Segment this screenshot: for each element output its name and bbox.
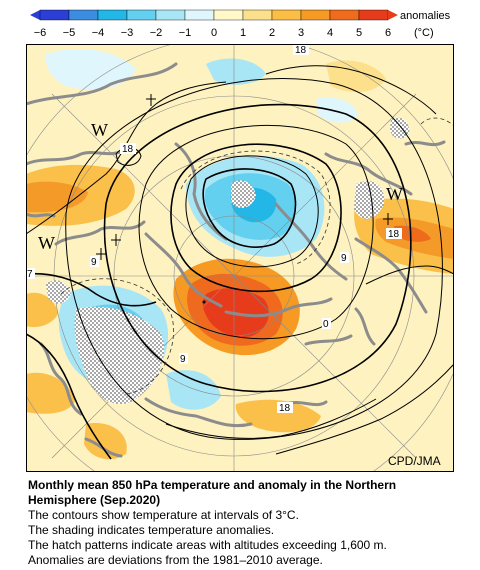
contour-label: 18 [295,45,307,56]
warm-center-label: W [386,184,403,204]
colorbar-tick-label: 1 [240,27,246,39]
polar-map: W W W 18 18 9 9 0 9 18 18 7 CPD/JMA [26,44,454,472]
colorbar-tick-label: 5 [356,27,362,39]
colorbar-high-arrow [388,10,398,20]
high-altitude-hatching [46,117,410,404]
colorbar-tick-label: −3 [121,27,134,39]
contour-labels: 18 18 9 9 0 9 18 18 7 [26,44,402,414]
temperature-center-dot [202,300,206,304]
caption-line-anomalies: Anomalies are deviations from the 1981–2… [28,553,323,567]
colorbar-swatch [97,9,128,21]
colorbar-swatch [300,9,331,21]
colorbar-swatch [155,9,186,21]
colorbar-swatch [271,9,302,21]
colorbar-low-arrow [30,10,40,20]
colorbar-tick-label: −4 [92,27,105,39]
colorbar-swatch [39,9,70,21]
colorbar-swatch [126,9,157,21]
contour-label: 9 [341,253,347,264]
map-frame [26,44,454,472]
warm-center-label: W [91,120,108,140]
caption-line-contours: The contours show temperature at interva… [28,508,299,522]
anomaly-colorbar: −6 −5 −4 −3 −2 −1 0 1 2 3 4 5 6 anomalies (°C) [30,9,451,39]
contour-label: 18 [122,144,134,155]
colorbar-tick-label: −5 [63,27,76,39]
zero-anomaly-lines [60,117,454,395]
colorbar-swatch [242,9,273,21]
colorbar-unit: (°C) [414,27,434,39]
coastlines [26,62,446,458]
colorbar-swatch [213,9,244,21]
contour-label: 0 [323,319,329,330]
colorbar-title: anomalies [400,10,451,22]
contour-label: 9 [91,257,97,268]
colorbar-tick-label: 3 [298,27,304,39]
contour-label: 9 [180,354,186,365]
caption-title-line1: Monthly mean 850 hPa temperature and ano… [28,478,397,492]
figure-caption: Monthly mean 850 hPa temperature and ano… [28,478,468,568]
colorbar-tick-label: 6 [385,27,391,39]
caption-title-line2: Hemisphere (Sep.2020) [28,493,161,507]
colorbar-tick-label: −1 [179,27,192,39]
colorbar-swatch [358,9,389,21]
warm-anomaly-areas [26,60,454,460]
colorbar-tick-label: 0 [211,27,217,39]
warm-center-label: W [38,233,55,253]
colorbar-swatch [329,9,360,21]
caption-line-shading: The shading indicates temperature anomal… [28,523,275,537]
map-credit: CPD/JMA [388,454,441,468]
colorbar-tick-label: −2 [150,27,163,39]
contour-label: 18 [279,403,291,414]
caption-line-hatch: The hatch patterns indicate areas with a… [28,538,387,552]
colorbar-tick-label: −6 [34,27,47,39]
graticule [26,44,454,472]
contour-label: 7 [27,269,33,280]
colorbar-swatch [184,9,215,21]
colorbar-tick-label: 4 [327,27,333,39]
contour-label: 18 [388,229,400,240]
cross-markers [96,94,393,260]
colorbar-swatch [68,9,99,21]
colorbar-tick-label: 2 [269,27,275,39]
